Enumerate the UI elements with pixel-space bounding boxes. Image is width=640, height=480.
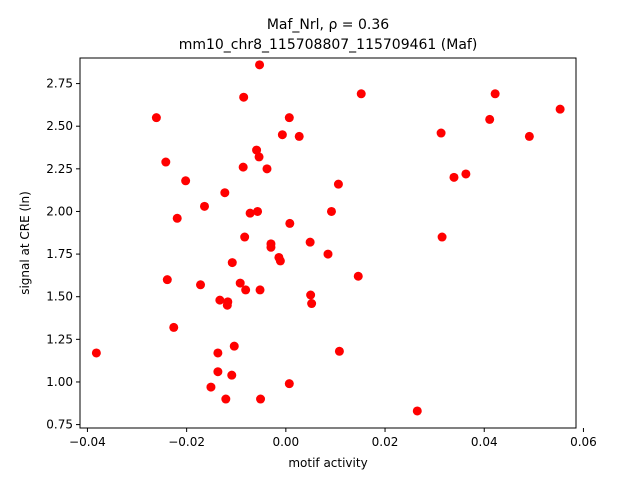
x-tick-label: 0.00 [272, 435, 299, 449]
scatter-point [305, 237, 315, 247]
y-axis-label: signal at CRE (ln) [18, 191, 32, 295]
x-tick-label: 0.04 [471, 435, 498, 449]
scatter-point [437, 232, 447, 242]
scatter-point [294, 131, 304, 141]
scatter-point [196, 280, 206, 290]
scatter-point [334, 346, 344, 356]
scatter-point [485, 114, 495, 124]
scatter-point [239, 92, 249, 102]
scatter-point [199, 201, 209, 211]
x-axis-label: motif activity [288, 456, 367, 470]
scatter-point [256, 394, 266, 404]
scatter-point [91, 348, 101, 358]
scatter-point [172, 213, 182, 223]
chart-title-line-2: mm10_chr8_115708807_115709461 (Maf) [179, 37, 478, 53]
scatter-point [241, 285, 251, 295]
scatter-point [285, 218, 295, 228]
y-tick-label: 2.00 [46, 204, 73, 218]
scatter-point [307, 299, 317, 309]
y-tick-label: 0.75 [46, 418, 73, 432]
scatter-point [252, 145, 262, 155]
plot-area-frame [79, 57, 577, 429]
scatter-point [162, 275, 172, 285]
y-tick-label: 2.75 [46, 77, 73, 91]
scatter-point [524, 131, 534, 141]
scatter-point [215, 295, 225, 305]
scatter-point [412, 406, 422, 416]
scatter-point [255, 60, 265, 70]
scatter-point [206, 382, 216, 392]
y-tick-label: 2.50 [46, 119, 73, 133]
x-tick-label: −0.02 [168, 435, 205, 449]
scatter-point [275, 256, 285, 266]
scatter-point [227, 370, 237, 380]
scatter-point [254, 152, 264, 162]
y-tick-label: 1.00 [46, 375, 73, 389]
scatter-point [181, 176, 191, 186]
scatter-point [223, 297, 233, 307]
scatter-point [213, 348, 223, 358]
x-tick-label: −0.04 [69, 435, 106, 449]
scatter-point [238, 162, 248, 172]
scatter-point [323, 249, 333, 259]
scatter-point [326, 206, 336, 216]
scatter-point [436, 128, 446, 138]
scatter-point [284, 113, 294, 123]
scatter-point [555, 104, 565, 114]
scatter-point [240, 232, 250, 242]
y-tick-label: 1.75 [46, 247, 73, 261]
x-tick-label: 0.02 [372, 435, 399, 449]
y-tick-label: 1.25 [46, 332, 73, 346]
scatter-point [490, 89, 500, 99]
scatter-point [151, 113, 161, 123]
scatter-point [229, 341, 239, 351]
scatter-point [235, 278, 245, 288]
scatter-point [221, 394, 231, 404]
scatter-point [262, 164, 272, 174]
scatter-point [266, 242, 276, 252]
data-points [91, 60, 565, 416]
x-axis-ticks: −0.04 −0.02 0.00 0.02 0.04 0.06 [69, 428, 597, 449]
scatter-point [461, 169, 471, 179]
scatter-point [333, 179, 343, 189]
scatter-point [449, 172, 459, 182]
scatter-point [245, 208, 255, 218]
scatter-point [277, 130, 287, 140]
scatter-point [255, 285, 265, 295]
scatter-point [356, 89, 366, 99]
x-tick-label: 0.06 [570, 435, 597, 449]
y-axis-ticks: 0.75 1.00 1.25 1.50 1.75 2.00 2.25 2.50 2.75 [46, 77, 80, 432]
scatter-point [169, 322, 179, 332]
scatter-point [220, 188, 230, 198]
scatter-point [284, 379, 294, 389]
scatter-point [227, 258, 237, 268]
scatter-point [353, 271, 363, 281]
scatter-point [306, 290, 316, 300]
scatter-point [161, 157, 171, 167]
scatter-point [213, 367, 223, 377]
chart-title-line-1: Maf_Nrl, ρ = 0.36 [267, 17, 389, 33]
y-tick-label: 1.50 [46, 290, 73, 304]
y-tick-label: 2.25 [46, 162, 73, 176]
scatter-point [253, 206, 263, 216]
